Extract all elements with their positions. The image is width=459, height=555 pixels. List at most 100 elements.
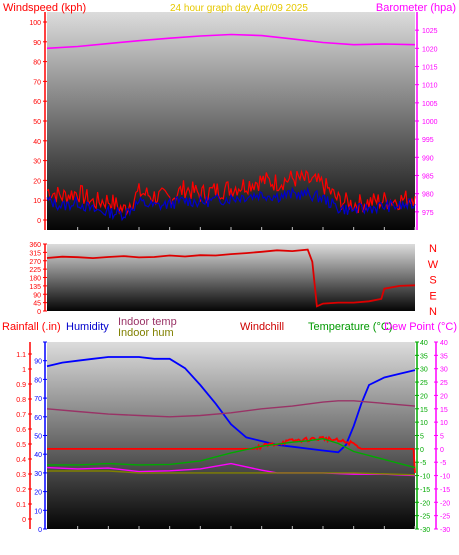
temp-tick-label: 0	[420, 447, 424, 454]
temp-tick-label: 10	[420, 420, 428, 427]
dew-tick-label: 35	[440, 353, 448, 360]
dew-tick-label: -10	[440, 474, 450, 481]
top-right-tick-label: 1020	[422, 46, 438, 53]
dew-tick-label: 20	[440, 393, 448, 400]
top-left-tick-label: 70	[33, 79, 41, 86]
bottom-xtick-label: 6 PM	[315, 532, 332, 539]
compass-label-e: E	[429, 290, 436, 302]
rain-tick-label: 0.7	[16, 412, 26, 419]
top-left-tick-label: 0	[37, 218, 41, 225]
top-right-tick-label: 985	[422, 174, 434, 181]
middle-left-tick-label: 135	[29, 284, 41, 291]
rain-tick-label: 0.2	[16, 487, 26, 494]
barometer-line	[46, 33, 416, 50]
top-xtick-label: 4 PM	[284, 233, 301, 240]
top-xtick-label: 2 AM	[70, 233, 86, 240]
dew-tick-label: -25	[440, 514, 450, 521]
dew-tick-label: -5	[440, 460, 446, 467]
rain-tick-label: 0.6	[16, 427, 26, 434]
hum-tick-label: 10	[34, 508, 42, 515]
bottom-panel-background	[47, 342, 415, 529]
temp-tick-label: 35	[420, 353, 428, 360]
humidity-line	[46, 356, 416, 454]
temperature-label: Temperature (°C)	[308, 321, 392, 333]
hum-tick-label: 30	[34, 471, 42, 478]
top-right-tick-label: 1005	[422, 101, 438, 108]
dewpoint-label: Dew Point (°C)	[384, 321, 457, 333]
dew-tick-label: 30	[440, 367, 448, 374]
bottom-xtick-label: 6 AM	[131, 532, 147, 539]
temp-tick-label: -25	[420, 514, 430, 521]
middle-left-tick-label: 360	[29, 242, 41, 249]
top-right-tick-label: 1015	[422, 65, 438, 72]
bottom-xtick-label: 10 AM	[190, 532, 210, 539]
compass-label-n: N	[429, 243, 437, 255]
temp-tick-label: -5	[420, 460, 426, 467]
bottom-xtick-label: 0 AM	[407, 532, 423, 539]
temp-tick-label: 5	[420, 434, 424, 441]
indoor-hum-label: Indoor hum	[118, 327, 174, 339]
top-xtick-label: 6 AM	[131, 233, 147, 240]
bottom-xtick-label: 4 AM	[100, 532, 116, 539]
top-xtick-label: 10 PM	[374, 233, 394, 240]
temp-tick-label: 20	[420, 393, 428, 400]
top-left-tick-label: 60	[33, 99, 41, 106]
dew-tick-label: -30	[440, 527, 450, 534]
dew-tick-label: 15	[440, 407, 448, 414]
rain-tick-label: 1.1	[16, 352, 26, 359]
dew-tick-label: 25	[440, 380, 448, 387]
temp-tick-label: -30	[420, 527, 430, 534]
top-right-tick-label: 1000	[422, 119, 438, 126]
bottom-xtick-label: 8 AM	[162, 532, 178, 539]
temp-tick-label: 15	[420, 407, 428, 414]
rain-tick-label: 0.9	[16, 382, 26, 389]
middle-left-tick-label: 0	[37, 309, 41, 316]
top-left-tick-label: 20	[33, 178, 41, 185]
hum-tick-label: 50	[34, 434, 42, 441]
hum-tick-label: 70	[34, 396, 42, 403]
temp-tick-label: -10	[420, 474, 430, 481]
hum-tick-label: 60	[34, 415, 42, 422]
middle-left-tick-label: 225	[29, 267, 41, 274]
rain-tick-label: 0.4	[16, 457, 26, 464]
temp-tick-label: 40	[420, 340, 428, 347]
compass-label-s: S	[429, 275, 436, 287]
top-panel-background	[47, 12, 415, 230]
windchill-label: Windchill	[240, 321, 284, 333]
temperature-line	[47, 437, 416, 469]
dew-tick-label: 40	[440, 340, 448, 347]
bottom-xtick-label: 4 PM	[284, 532, 301, 539]
bottom-xtick-label: 8 PM	[345, 532, 362, 539]
top-xtick-label: 2 PM	[253, 233, 270, 240]
top-xtick-label: 10 AM	[190, 233, 210, 240]
dew-tick-label: 5	[440, 434, 444, 441]
compass-label-n: N	[429, 306, 437, 318]
top-left-axis-label: Windspeed (kph)	[3, 2, 86, 14]
middle-left-tick-label: 90	[33, 292, 41, 299]
temp-tick-label: 30	[420, 367, 428, 374]
top-left-tick-label: 80	[33, 60, 41, 67]
rain-tick-label: 0.1	[16, 502, 26, 509]
hum-tick-label: 40	[34, 452, 42, 459]
top-xtick-label: 6 PM	[315, 233, 332, 240]
top-left-tick-label: 40	[33, 139, 41, 146]
hum-tick-label: 0	[38, 527, 42, 534]
rain-tick-label: 0.3	[16, 472, 26, 479]
middle-left-tick-label: 180	[29, 276, 41, 283]
top-right-tick-label: 995	[422, 137, 434, 144]
top-right-tick-label: 975	[422, 210, 434, 217]
indoor-temp-label: Indoor temp	[118, 316, 177, 328]
rain-tick-label: 0.8	[16, 397, 26, 404]
dew-tick-label: 10	[440, 420, 448, 427]
top-right-tick-label: 990	[422, 155, 434, 162]
dewpoint-line	[46, 462, 416, 477]
hum-tick-label: 80	[34, 377, 42, 384]
hum-tick-label: 20	[34, 490, 42, 497]
top-left-tick-label: 30	[33, 159, 41, 166]
top-xtick-label: 8 PM	[345, 233, 362, 240]
dew-tick-label: -20	[440, 500, 450, 507]
rain-tick-label: 0.5	[16, 442, 26, 449]
hum-tick-label: 90	[34, 359, 42, 366]
